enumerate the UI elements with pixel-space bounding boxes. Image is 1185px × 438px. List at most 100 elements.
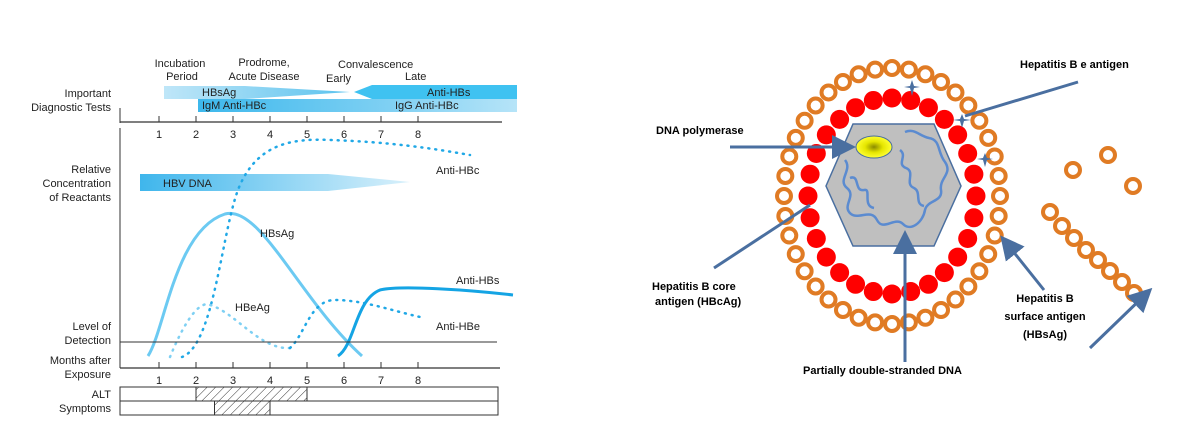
- surface-antigen-bead: [866, 60, 885, 79]
- curve-anti-hbc: [180, 138, 472, 359]
- month-tick-label: 1: [156, 129, 162, 141]
- surface-antigen-bead: [780, 226, 799, 245]
- core-antigen-bead: [830, 263, 850, 283]
- row-label-tests-2: Diagnostic Tests: [31, 102, 111, 114]
- surface-antigen-bead: [883, 59, 901, 77]
- row-label-tests: Important: [65, 88, 111, 100]
- label-anti-hbc: Anti-HBc: [436, 165, 480, 177]
- row-label-alt: ALT: [92, 389, 112, 401]
- label-core-antigen: Hepatitis B core: [652, 281, 736, 293]
- surface-antigen-bead: [932, 72, 951, 91]
- month-tick-label: 3: [230, 129, 236, 141]
- surface-antigen-bead: [776, 166, 795, 185]
- arrow-e-antigen: [964, 80, 1079, 118]
- label-hbsag: HBsAg: [260, 228, 294, 240]
- surface-antigen-bead: [989, 207, 1008, 226]
- bar-hbsag: [164, 86, 350, 99]
- row-label-conc-3: of Reactants: [49, 192, 111, 204]
- core-antigen-bead: [882, 88, 902, 108]
- surface-antigen-bead: [1099, 146, 1117, 164]
- surface-antigen-bead: [959, 96, 978, 115]
- arrow-surface-antigen: [1000, 235, 1046, 291]
- bar-igm-label: IgM Anti-HBc: [202, 100, 267, 112]
- bar-anti-hbs-label: Anti-HBs: [427, 87, 471, 99]
- phase-late: Late: [405, 71, 426, 83]
- surface-antigen-bead: [1101, 262, 1119, 280]
- month-tick-label: 5: [304, 375, 310, 387]
- surface-antigen-bead: [979, 128, 998, 147]
- phase-incubation-2: Period: [166, 71, 198, 83]
- phase-convalescence: Convalescence: [338, 59, 413, 71]
- label-dna-polymerase: DNA polymerase: [656, 125, 744, 137]
- surface-antigen-bead: [849, 308, 868, 327]
- core-antigen-bead: [918, 98, 938, 118]
- phase-incubation: Incubation: [155, 58, 206, 70]
- symptoms-bar: [214, 400, 271, 416]
- surface-antigen-bead: [970, 111, 989, 130]
- core-antigen-bead: [958, 143, 978, 163]
- core-antigen-bead: [934, 263, 954, 283]
- core-antigen-bead: [806, 229, 826, 249]
- core-antigen-bead: [882, 284, 902, 304]
- bar-hbv-dna-label: HBV DNA: [163, 178, 213, 190]
- surface-antigen-bead: [1125, 284, 1143, 302]
- month-tick-label: 6: [341, 129, 347, 141]
- phase-early: Early: [326, 73, 352, 85]
- surface-antigen-bead: [1041, 203, 1059, 221]
- row-label-lod-2: Detection: [65, 335, 111, 347]
- phase-prodrome-2: Acute Disease: [229, 71, 300, 83]
- label-core-antigen-2: antigen (HBcAg): [655, 296, 742, 308]
- month-tick-label: 8: [415, 375, 421, 387]
- month-tick-label: 6: [341, 375, 347, 387]
- month-tick-label: 7: [378, 375, 384, 387]
- arrow-core-antigen: [713, 203, 811, 270]
- label-anti-hbe: Anti-HBe: [436, 321, 480, 333]
- row-label-months: Months after: [50, 355, 111, 367]
- row-label-symptoms: Symptoms: [59, 403, 111, 415]
- surface-antigen-bead: [883, 315, 901, 333]
- surface-antigen-bead: [1064, 161, 1082, 179]
- surface-antigen-bead: [1065, 229, 1083, 247]
- core-antigen-bead: [863, 90, 883, 110]
- free-surface-antigen-particles: [1041, 146, 1143, 302]
- surface-antigen-bead: [775, 187, 793, 205]
- curve-anti-hbs: [337, 286, 514, 358]
- core-antigen-bead: [806, 143, 826, 163]
- core-antigen-bead: [816, 125, 836, 145]
- core-antigen-ring: [798, 88, 986, 304]
- month-tick-label: 2: [193, 129, 199, 141]
- core-antigen-bead: [964, 164, 984, 184]
- surface-antigen-bead: [1089, 251, 1107, 269]
- surface-antigen-bead: [806, 96, 825, 115]
- core-antigen-bead: [918, 274, 938, 294]
- core-antigen-bead: [800, 208, 820, 228]
- surface-antigen-bead: [916, 65, 935, 84]
- month-tick-label: 4: [267, 129, 273, 141]
- core-antigen-bead: [958, 229, 978, 249]
- surface-antigen-bead: [786, 128, 805, 147]
- surface-antigen-bead: [795, 111, 814, 130]
- curve-hbsag: [146, 211, 364, 358]
- surface-antigen-bead: [899, 60, 918, 79]
- bar-hbsag-label: HBsAg: [202, 87, 236, 99]
- surface-antigen-bead: [985, 226, 1004, 245]
- dna-strand-icon: [842, 129, 949, 229]
- month-tick-label: 1: [156, 375, 162, 387]
- core-antigen-bead: [948, 247, 968, 267]
- core-antigen-bead: [798, 186, 818, 206]
- surface-antigen-bead: [979, 245, 998, 264]
- month-tick-label: 5: [304, 129, 310, 141]
- surface-antigen-bead: [795, 262, 814, 281]
- surface-antigen-bead: [991, 187, 1009, 205]
- alt-elevated-bar: [195, 386, 308, 402]
- core-antigen-bead: [830, 109, 850, 129]
- label-hbeag: HBeAg: [235, 302, 270, 314]
- core-antigen-bead: [863, 282, 883, 302]
- surface-antigen-ring: [775, 59, 1009, 333]
- surface-antigen-bead: [970, 262, 989, 281]
- dna-polymerase-icon: [855, 135, 893, 159]
- label-e-antigen: Hepatitis B e antigen: [1020, 59, 1129, 71]
- bar-anti-hbc: [198, 99, 517, 112]
- core-antigen-bead: [846, 274, 866, 294]
